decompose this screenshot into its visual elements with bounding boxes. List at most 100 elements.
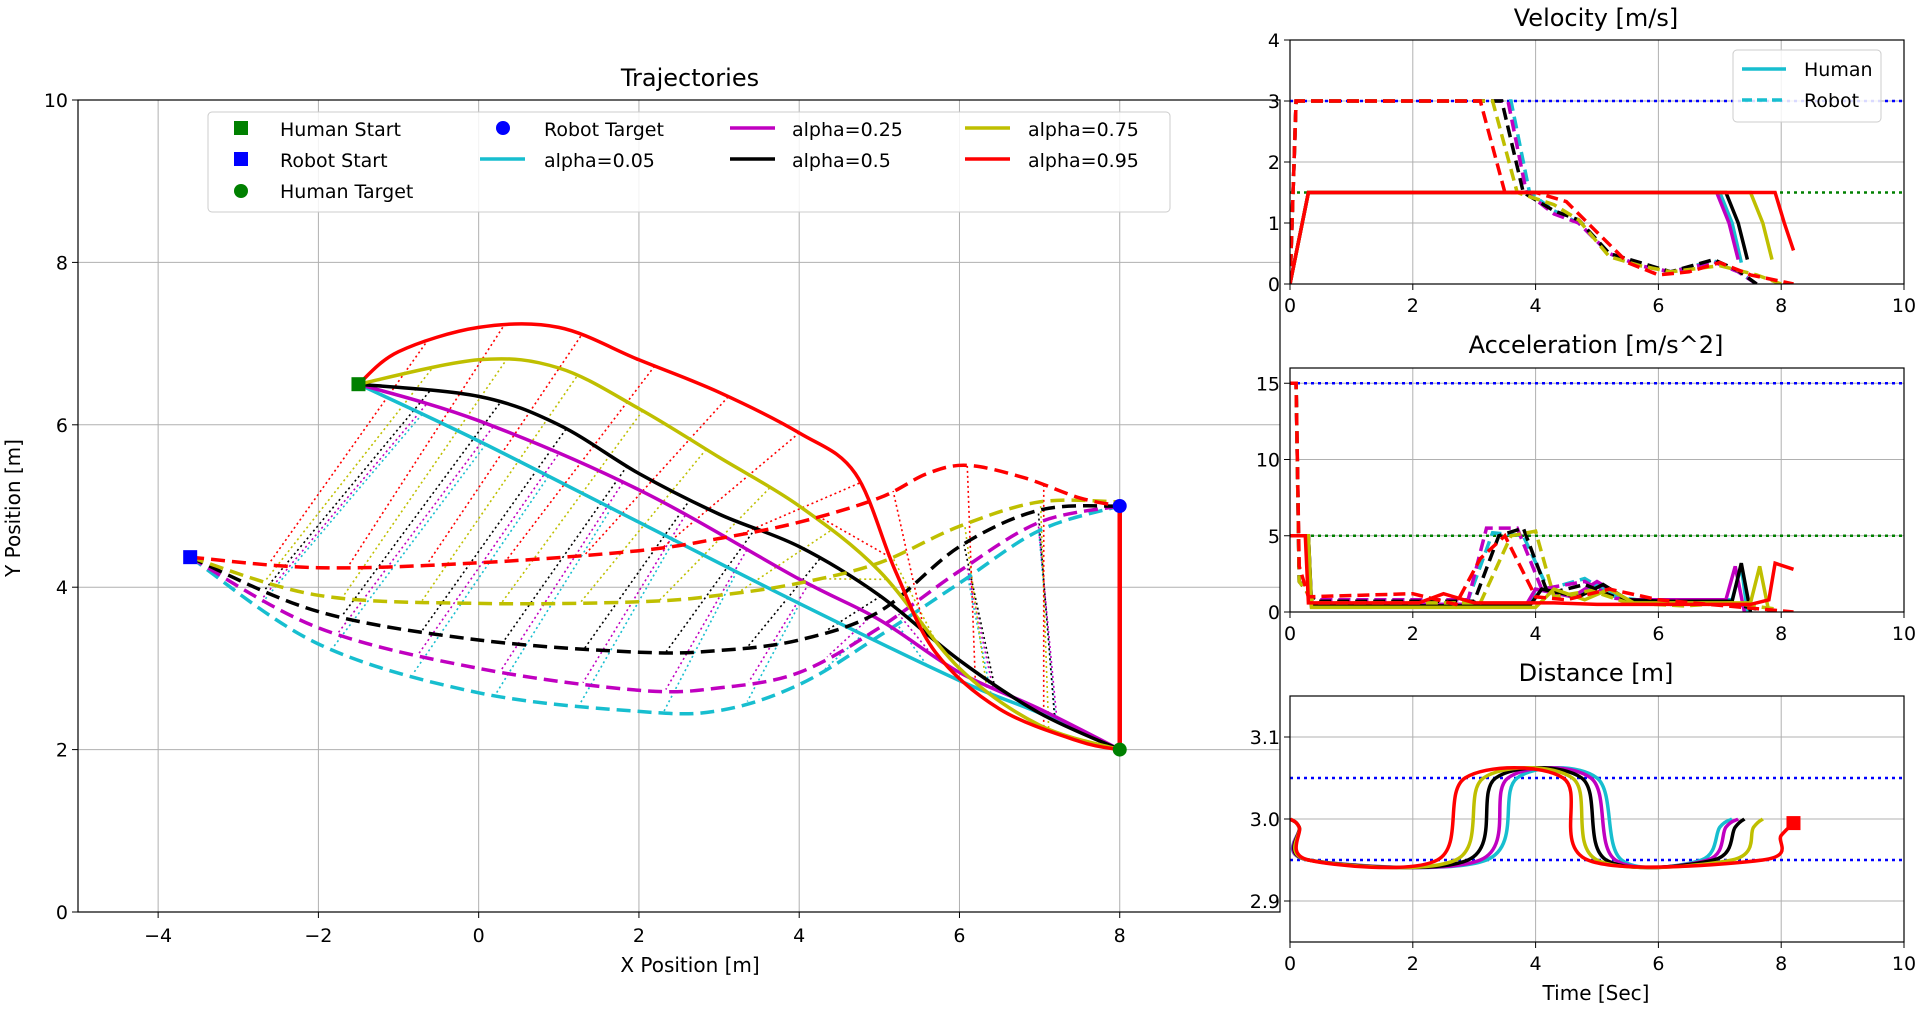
- connector-line: [663, 571, 738, 712]
- robot-velocity-line: [1290, 99, 1794, 284]
- x-tick-label: 8: [1775, 953, 1787, 975]
- y-tick-label: 15: [1256, 373, 1280, 395]
- y-tick-label: 1: [1268, 213, 1280, 235]
- robot-trajectory: [189, 498, 1120, 606]
- x-tick-label: −4: [144, 925, 172, 947]
- x-tick-label: 4: [1530, 295, 1542, 317]
- trajectories-ylabel: Y Position [m]: [1, 439, 25, 578]
- velocity-legend-robot: Robot: [1804, 90, 1859, 112]
- legend-alpha-005: alpha=0.05: [544, 150, 655, 172]
- legend-human-start: Human Start: [280, 119, 401, 141]
- connector-line: [418, 454, 559, 654]
- connector-line: [741, 482, 860, 535]
- connector-line: [341, 403, 501, 617]
- x-tick-label: 2: [1407, 295, 1419, 317]
- distance-panel: 0 2 4 6 8 10 2.9 3.0 3.1: [1250, 695, 1916, 975]
- trajectories-xlabel: X Position [m]: [620, 953, 759, 977]
- legend-alpha-05: alpha=0.5: [792, 150, 891, 172]
- x-tick-label: −2: [304, 925, 332, 947]
- acceleration-title: Acceleration [m/s^2]: [1469, 331, 1724, 359]
- connector-line: [259, 413, 423, 606]
- connector-line: [963, 544, 995, 684]
- y-tick-label: 0: [1268, 602, 1280, 624]
- legend-box: [207, 111, 1171, 213]
- velocity-title: Velocity [m/s]: [1514, 4, 1678, 32]
- y-tick-label: 5: [1268, 526, 1280, 548]
- x-tick-label: 2: [1407, 953, 1419, 975]
- x-tick-label: 2: [1407, 623, 1419, 645]
- connector-line: [665, 528, 756, 653]
- legend-robot-start: Robot Start: [280, 150, 388, 172]
- x-tick-label: 2: [633, 925, 645, 947]
- connector-line: [892, 490, 925, 629]
- connector-line: [578, 539, 675, 705]
- y-tick-label: 2: [1268, 152, 1280, 174]
- y-tick-label: 4: [1268, 30, 1280, 52]
- connector-line: [426, 335, 582, 565]
- human-trajectory: [357, 322, 1121, 752]
- series-group: [1290, 99, 1796, 284]
- connector-line: [421, 428, 567, 631]
- connector-line: [584, 396, 729, 556]
- y-tick-label: 3: [1268, 91, 1280, 113]
- axes-frame: [1289, 39, 1905, 285]
- y-tick-label: 10: [44, 90, 68, 112]
- human-acceleration-line: [1290, 534, 1795, 607]
- x-tick-label: 10: [1892, 953, 1916, 975]
- y-tick-label: 6: [56, 415, 68, 437]
- y-tick-label: 3.0: [1250, 809, 1280, 831]
- distance-xlabel: Time [Sec]: [1542, 981, 1650, 1005]
- trajectories-legend: Human Start Robot Start Human Target Rob…: [207, 111, 1171, 213]
- connector-line: [494, 507, 612, 696]
- legend-alpha-025: alpha=0.25: [792, 119, 903, 141]
- y-tick-label: 2.9: [1250, 891, 1280, 913]
- human-target-legend-marker: [234, 184, 248, 198]
- connector-line: [826, 595, 881, 631]
- x-tick-label: 8: [1775, 623, 1787, 645]
- x-tick-label: 6: [1652, 295, 1664, 317]
- connector-line: [966, 566, 994, 688]
- x-tick-label: 8: [1775, 295, 1787, 317]
- acceleration-panel: 0 2 4 6 8 10 0 5 10 15: [1256, 367, 1916, 645]
- connector-line: [896, 623, 928, 666]
- distance-line: [1290, 766, 1795, 870]
- velocity-panel: 0 2 4 6 8 10 0 1 2 3 4: [1268, 30, 1916, 317]
- x-tick-label: 4: [1530, 623, 1542, 645]
- connector-line: [502, 465, 628, 643]
- human-start-legend-marker: [234, 121, 248, 135]
- series-group: [183, 322, 1127, 757]
- y-tick-label: 0: [1268, 274, 1280, 296]
- y-tick-label: 0: [56, 902, 68, 924]
- plot-area: [78, 100, 1280, 912]
- axes-frame: [1289, 367, 1905, 613]
- human-velocity-line: [1290, 190, 1796, 284]
- series-group: [1290, 381, 1795, 612]
- x-tick-label: 0: [1284, 953, 1296, 975]
- human-target-marker: [1112, 742, 1127, 757]
- connector-line: [818, 515, 890, 558]
- x-tick-label: 4: [793, 925, 805, 947]
- x-tick-label: 0: [1284, 623, 1296, 645]
- x-tick-label: 6: [1652, 623, 1664, 645]
- distance-end-marker: [1786, 816, 1801, 831]
- connector-line: [584, 499, 691, 649]
- legend-robot-target: Robot Target: [544, 119, 664, 141]
- axes-frame: [77, 99, 1281, 913]
- y-tick-label: 8: [56, 252, 68, 274]
- connector-line: [268, 343, 427, 565]
- connector-line: [897, 613, 932, 655]
- robot-acceleration-line: [1290, 381, 1794, 612]
- connector-line: [665, 549, 748, 690]
- legend-alpha-075: alpha=0.75: [1028, 119, 1139, 141]
- x-tick-label: 10: [1892, 295, 1916, 317]
- human-trajectory: [358, 357, 1121, 752]
- plot-area: [1290, 368, 1904, 612]
- robot-trajectory: [190, 463, 1121, 570]
- y-tick-label: 3.1: [1250, 727, 1280, 749]
- trajectories-title: Trajectories: [620, 64, 759, 92]
- y-tick-label: 4: [56, 577, 68, 599]
- connector-line: [816, 577, 887, 581]
- y-tick-label: 10: [1256, 450, 1280, 472]
